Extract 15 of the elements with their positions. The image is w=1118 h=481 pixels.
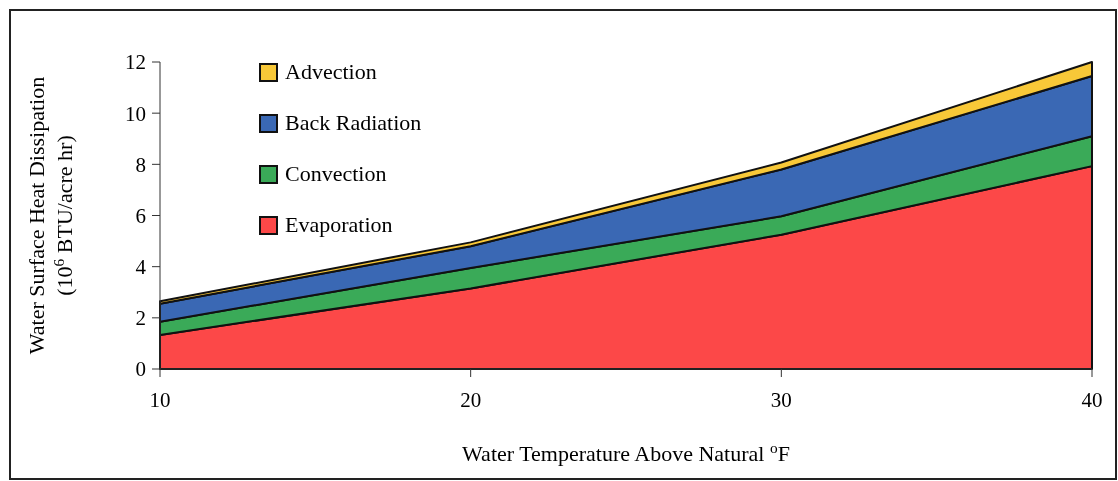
y-tick-label: 4 xyxy=(135,255,147,280)
legend-label: Back Radiation xyxy=(285,110,422,135)
x-tick-label: 40 xyxy=(1081,388,1103,412)
x-tick-label: 30 xyxy=(770,388,792,412)
y-tick-label: 0 xyxy=(135,357,146,382)
y-tick-label: 8 xyxy=(135,152,146,177)
legend-label: Advection xyxy=(285,59,377,84)
y-tick-label: 6 xyxy=(135,203,146,228)
y-tick-label: 10 xyxy=(125,101,146,126)
legend-label: Evaporation xyxy=(285,212,393,237)
y-tick-label: 2 xyxy=(135,306,146,331)
x-axis-title: Water Temperature Above Natural $^{o}$F xyxy=(462,438,790,466)
x-tick-label: 20 xyxy=(460,388,482,412)
legend-label: Convection xyxy=(285,161,387,186)
y-tick-label: 12 xyxy=(125,50,146,75)
